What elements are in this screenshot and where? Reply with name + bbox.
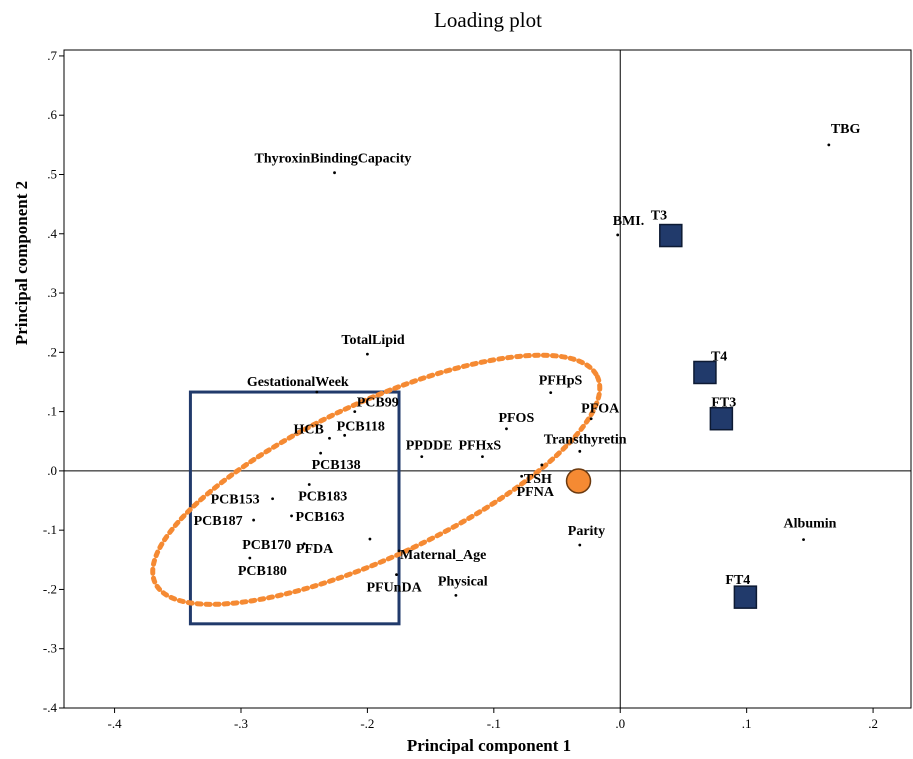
point-label-pfhps: PFHpS	[539, 374, 583, 389]
point-label-gestationalweek: GestationalWeek	[247, 375, 349, 390]
point-pfos	[505, 427, 508, 431]
point-parity	[578, 543, 582, 547]
point-label-tsh: TSH	[524, 472, 552, 487]
highlight-ellipse	[150, 352, 603, 607]
point-totallipid	[366, 352, 369, 356]
point-label-pfhxs: PFHxS	[458, 439, 501, 454]
point-label-pfos: PFOS	[498, 411, 534, 426]
point-pcb99	[353, 410, 357, 414]
point-pcb153	[271, 497, 274, 501]
point-pcb138	[319, 451, 323, 455]
y-tick-label: .1	[47, 404, 57, 419]
point-pfhps	[549, 391, 553, 395]
point-label-pfoa: PFOA	[581, 402, 620, 417]
point-pcb180	[248, 556, 252, 560]
point-label-transthyretin: Transthyretin	[544, 432, 627, 447]
point-label-parity: Parity	[568, 524, 605, 539]
point-maternal-age	[397, 549, 401, 553]
point-gestationalweek	[315, 390, 319, 394]
square-marker-ft4	[733, 585, 758, 609]
y-tick-label: .5	[47, 166, 57, 181]
point-pcb187	[252, 518, 256, 522]
y-tick-label: .2	[47, 344, 57, 359]
point-label-bmi: BMI.	[613, 214, 645, 229]
point-thyroxinbindingcapacity	[333, 171, 336, 175]
point-label-pfunda: PFUnDA	[366, 581, 422, 596]
x-tick-label: .1	[742, 716, 752, 731]
point-pcb163	[290, 514, 293, 518]
point-label-pcb118: PCB118	[337, 419, 385, 434]
circle-marker	[565, 468, 592, 494]
point-ppdde	[420, 455, 424, 459]
point-pcb170	[302, 542, 306, 546]
point-label-pfda: PFDA	[296, 542, 334, 557]
point-pfda	[368, 537, 372, 541]
point-hcb	[328, 436, 331, 440]
point-label-pcb153: PCB153	[211, 493, 260, 508]
y-tick-label: -.2	[43, 581, 57, 596]
square-marker-ft3	[709, 406, 734, 431]
point-label-maternal-age: Maternal_Age	[400, 548, 486, 563]
point-label-pcb99: PCB99	[357, 396, 399, 411]
y-tick-label: .7	[47, 48, 57, 63]
point-label-pcb170: PCB170	[242, 538, 291, 553]
point-label-albumin: Albumin	[784, 517, 837, 532]
point-label-tbg: TBG	[831, 122, 861, 137]
y-tick-label: -.1	[43, 522, 57, 537]
square-marker-t4	[693, 360, 717, 385]
point-label-pcb183: PCB183	[298, 490, 347, 505]
y-tick-label: -.3	[43, 641, 57, 656]
point-label-totallipid: TotalLipid	[341, 333, 405, 348]
point-pcb118	[343, 433, 347, 437]
point-tbg	[827, 143, 831, 147]
y-tick-label: -.4	[43, 700, 58, 715]
square-label-ft4: FT4	[725, 573, 750, 588]
point-transthyretin	[578, 449, 582, 453]
x-tick-label: .2	[868, 716, 878, 731]
point-label-pcb180: PCB180	[238, 564, 287, 579]
point-tsh	[540, 463, 544, 467]
point-physical	[454, 593, 458, 597]
y-tick-label: .0	[47, 463, 57, 478]
y-axis-label: Principal component 2	[12, 181, 31, 345]
point-pfunda	[395, 573, 398, 577]
y-tick-label: .3	[47, 285, 57, 300]
point-label-physical: Physical	[438, 574, 488, 589]
x-tick-label: -.1	[487, 716, 501, 731]
point-pfna	[520, 474, 524, 478]
square-label-t3: T3	[651, 209, 667, 224]
x-tick-label: -.4	[108, 716, 123, 731]
point-albumin	[802, 538, 805, 542]
point-label-pcb138: PCB138	[312, 458, 361, 473]
point-label-pcb187: PCB187	[194, 514, 243, 529]
point-pfhxs	[481, 455, 484, 459]
y-tick-label: .4	[47, 226, 57, 241]
x-tick-label: .0	[615, 716, 625, 731]
x-tick-label: -.2	[360, 716, 374, 731]
point-label-pfna: PFNA	[517, 485, 555, 500]
point-pcb183	[307, 483, 311, 486]
square-label-t4: T4	[711, 349, 727, 364]
square-label-ft3: FT3	[711, 396, 736, 411]
x-axis-label: Principal component 1	[407, 736, 571, 754]
point-label-hcb: HCB	[293, 422, 323, 437]
y-tick-label: .6	[47, 107, 57, 122]
x-tick-label: -.3	[234, 716, 248, 731]
chart-title: Loading plot	[434, 8, 542, 32]
point-label-thyroxinbindingcapacity: ThyroxinBindingCapacity	[255, 152, 412, 167]
point-pfoa	[589, 417, 593, 421]
square-marker-t3	[659, 223, 683, 248]
point-label-ppdde: PPDDE	[406, 439, 453, 454]
point-label-pcb163: PCB163	[296, 510, 345, 525]
point-bmi	[616, 233, 620, 237]
plot-frame	[63, 49, 912, 709]
